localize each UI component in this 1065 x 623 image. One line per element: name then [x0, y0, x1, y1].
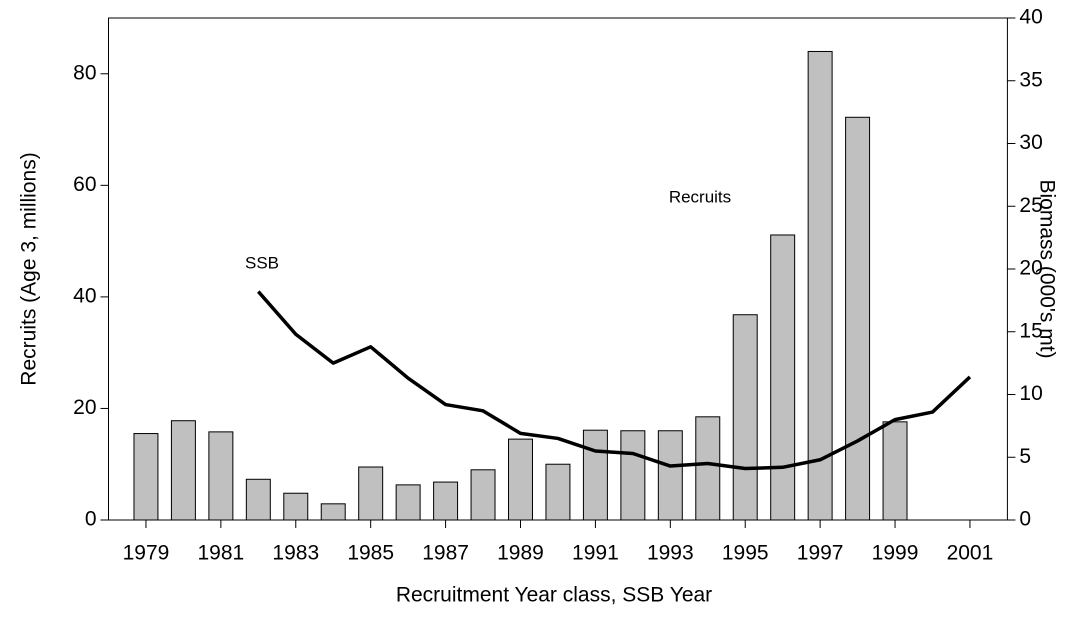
bar — [395, 484, 421, 521]
bar — [245, 478, 271, 521]
y2-tick-label: 15 — [1019, 319, 1042, 342]
bar — [508, 438, 533, 521]
bar — [582, 429, 608, 521]
bar — [433, 481, 459, 521]
x-tick-label: 1995 — [722, 542, 769, 565]
x-tick-label: 1981 — [198, 542, 245, 565]
bar — [620, 430, 646, 521]
x-tick-label: 1987 — [422, 542, 469, 565]
series-label: Recruits — [669, 187, 731, 206]
bar — [320, 503, 346, 521]
y-axis-title: Recruits (Age 3, millions) — [18, 152, 41, 385]
bar — [845, 116, 871, 521]
bar — [545, 463, 571, 521]
x-tick-label: 1983 — [272, 542, 319, 565]
plot-frame — [108, 17, 1008, 521]
y2-tick-label: 20 — [1019, 257, 1042, 280]
x-axis-title: Recruitment Year class, SSB Year — [396, 584, 712, 607]
x-tick-label: 1979 — [123, 542, 170, 565]
y2-tick-label: 35 — [1019, 68, 1042, 91]
y-tick-label: 20 — [73, 396, 96, 419]
x-tick-label: 1989 — [497, 542, 544, 565]
bar — [732, 314, 758, 521]
bar — [807, 50, 833, 521]
y-tick-label: 0 — [85, 508, 97, 531]
y-tick-label: 40 — [73, 284, 96, 307]
x-tick-label: 1985 — [347, 542, 394, 565]
bar — [657, 430, 683, 521]
x-tick-label: 2001 — [947, 542, 994, 565]
y2-tick-label: 0 — [1019, 508, 1031, 531]
bar — [882, 421, 908, 521]
bar — [170, 420, 196, 521]
y2-tick-label: 30 — [1019, 131, 1042, 154]
bar — [208, 431, 234, 521]
x-tick-label: 1997 — [797, 542, 844, 565]
bar — [358, 466, 384, 521]
bar — [133, 433, 159, 521]
y2-tick-label: 5 — [1019, 445, 1031, 468]
y-tick-label: 60 — [73, 173, 96, 196]
line — [257, 290, 972, 471]
bar — [470, 469, 496, 521]
bar — [283, 492, 309, 521]
y2-tick-label: 25 — [1019, 194, 1042, 217]
y-tick-label: 80 — [73, 61, 96, 84]
y2-axis-title: Biomass (000's mt) — [1035, 179, 1058, 358]
bar — [695, 416, 721, 521]
y2-tick-label: 40 — [1019, 6, 1042, 29]
x-tick-label: 1999 — [872, 542, 919, 565]
series-label: SSB — [245, 253, 279, 272]
y2-tick-label: 10 — [1019, 382, 1042, 405]
x-tick-label: 1993 — [647, 542, 694, 565]
x-tick-label: 1991 — [572, 542, 619, 565]
bar — [770, 234, 796, 521]
